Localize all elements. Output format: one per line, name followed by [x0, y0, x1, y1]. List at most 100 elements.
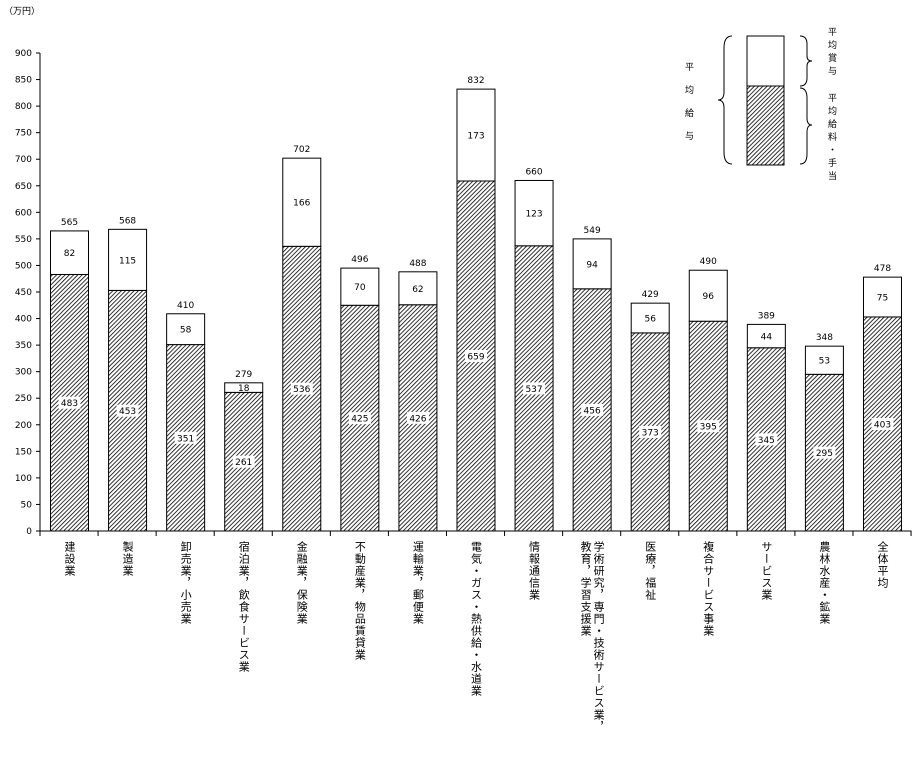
- data-label-total: 549: [584, 226, 601, 236]
- data-label-salary: 536: [293, 385, 310, 395]
- data-label-bg: [871, 417, 894, 430]
- bar-group: 426 62 488: [398, 259, 438, 532]
- legend-brace-left: [717, 35, 733, 165]
- data-label-bg: [581, 403, 604, 416]
- bar-segment-bonus: [514, 179, 554, 247]
- data-label-bonus: 75: [877, 294, 888, 304]
- data-label-salary: 403: [874, 420, 891, 430]
- bar-segment-bonus: [340, 267, 380, 306]
- data-label-salary: 345: [758, 436, 775, 446]
- data-label-total: 496: [351, 255, 368, 265]
- data-label-bg: [464, 349, 487, 362]
- legend-swatch-bonus: [746, 35, 785, 87]
- bar-segment-bonus: [804, 345, 844, 375]
- data-label-total: 488: [409, 259, 426, 269]
- data-label-salary: 426: [409, 414, 426, 424]
- category-label: 教育，学習支援業: [579, 541, 592, 637]
- data-label-bonus: 173: [467, 132, 484, 142]
- bar-segment-bonus: [630, 302, 670, 334]
- data-label-salary: 425: [351, 415, 368, 425]
- data-label-total: 348: [816, 333, 833, 343]
- data-label-salary: 537: [525, 385, 542, 395]
- data-label-bonus: 70: [354, 283, 366, 293]
- data-label-total: 410: [177, 301, 194, 311]
- bar-segment-bonus: [862, 276, 902, 318]
- unit-label: （万円）: [4, 6, 40, 17]
- bar-group: 345 44 389: [746, 311, 786, 532]
- bar-segment-bonus: [166, 313, 206, 346]
- data-label-total: 568: [119, 216, 136, 226]
- y-tick-label: 150: [15, 447, 32, 457]
- bar-segment-bonus: [282, 157, 322, 247]
- y-axis: 0 50 100 150 200 250 300 350 400 450 500 550 600 650 7…: [15, 49, 41, 537]
- bar-group: 403 75 478: [862, 264, 902, 532]
- data-label-bonus: 56: [644, 315, 656, 325]
- data-label-bonus: 58: [180, 326, 192, 336]
- legend-group-label: 平均給与: [683, 62, 694, 154]
- category-label: 学術研究，専門・技術サービス業，: [592, 540, 605, 733]
- x-axis: 建設業 製造業 卸売業，小売業 宿泊業，飲食サービス業 金融業，保険業 不動産業，物品賃貸…: [39, 530, 912, 733]
- data-label-total: 279: [235, 370, 252, 380]
- category-label: 製造業: [121, 540, 134, 577]
- bar-segment-bonus: [572, 238, 612, 290]
- bar-group: 456 94 549: [572, 226, 612, 532]
- data-label-total: 429: [642, 290, 659, 300]
- bar-segment-bonus: [50, 230, 89, 275]
- data-label-salary: 295: [816, 449, 833, 459]
- data-label-bonus: 44: [761, 333, 773, 343]
- category-label: 建設業: [63, 540, 76, 577]
- data-label-total: 832: [467, 76, 484, 86]
- data-label-bg: [697, 420, 720, 433]
- legend-label-salary: 平均給料・手当: [826, 93, 837, 184]
- bar-group: 483 82 565: [50, 218, 89, 532]
- category-label: サービス業: [760, 541, 773, 601]
- data-label-bg: [813, 446, 836, 459]
- data-label-salary: 456: [584, 406, 601, 416]
- data-label-bg: [639, 425, 662, 438]
- y-tick-label: 850: [15, 76, 32, 86]
- category-label: 不動産業，物品賃貸業: [353, 541, 366, 661]
- y-tick-label: 50: [21, 500, 33, 510]
- bar-group: 537 123 660: [514, 167, 554, 532]
- y-tick-label: 250: [15, 394, 32, 404]
- bar-segment-bonus: [688, 269, 728, 322]
- y-tick-label: 100: [15, 474, 32, 484]
- data-label-salary: 659: [467, 352, 484, 362]
- data-label-salary: 395: [700, 423, 717, 433]
- data-label-bonus: 62: [412, 285, 423, 295]
- legend-swatch-salary: [746, 85, 785, 166]
- y-tick-label: 750: [15, 129, 32, 139]
- bar-group: 261 18 279: [224, 370, 264, 532]
- bar-group: 425 70 496: [340, 255, 380, 532]
- data-label-total: 389: [758, 311, 775, 321]
- data-label-salary: 483: [61, 399, 78, 409]
- y-tick-label: 600: [15, 208, 32, 218]
- category-label: 農林水産・鉱業: [818, 540, 831, 625]
- data-label-salary: 373: [642, 428, 659, 438]
- category-label: 卸売業，小売業: [179, 540, 192, 625]
- data-label-bg: [232, 455, 255, 468]
- bar-group: 373 56 429: [630, 290, 670, 532]
- bar-group: 453 115 568: [108, 216, 148, 532]
- legend-brace-salary: [799, 87, 813, 165]
- category-label: 運輸業，郵便業: [411, 541, 424, 625]
- y-tick-label: 650: [15, 182, 32, 192]
- bar-segment-bonus: [224, 382, 264, 393]
- y-tick-label: 800: [15, 102, 32, 112]
- y-tick-label: 900: [15, 49, 32, 59]
- data-label-bg: [755, 433, 778, 446]
- data-label-bg: [174, 431, 197, 444]
- bar-segment-bonus: [746, 323, 786, 349]
- data-label-bonus: 94: [586, 260, 598, 270]
- data-label-total: 565: [61, 218, 78, 228]
- data-label-bg: [523, 382, 546, 395]
- y-tick-label: 700: [15, 155, 32, 165]
- category-label: 医療，福祉: [644, 541, 657, 601]
- y-tick-label: 500: [15, 261, 32, 271]
- category-label: 全体平均: [876, 540, 889, 589]
- legend-brace-bonus: [799, 35, 813, 87]
- bar-segment-bonus: [398, 271, 438, 306]
- data-label-bg: [290, 382, 313, 395]
